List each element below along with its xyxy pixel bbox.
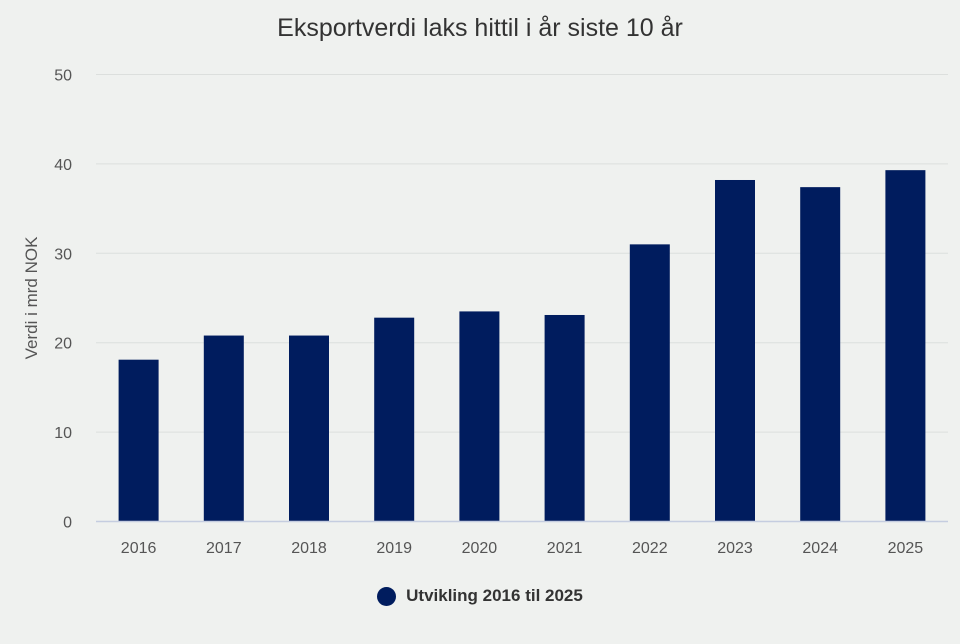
legend-marker [377, 586, 397, 606]
x-tick-label: 2023 [717, 540, 753, 557]
bar[interactable] [203, 335, 244, 522]
x-tick-label: 2020 [462, 540, 498, 557]
bar[interactable] [885, 170, 926, 522]
bar[interactable] [800, 187, 841, 522]
bar[interactable] [118, 359, 159, 522]
bar[interactable] [715, 179, 755, 522]
y-tick-label: 40 [54, 157, 72, 174]
y-tick-label: 30 [54, 246, 72, 263]
bar[interactable] [289, 335, 329, 522]
chart-title: Eksportverdi laks hittil i år siste 10 å… [277, 14, 683, 42]
bar[interactable] [629, 244, 670, 522]
bar[interactable] [459, 311, 500, 522]
y-tick-label: 50 [54, 68, 72, 85]
x-tick-label: 2019 [376, 540, 412, 557]
x-tick-label: 2024 [802, 540, 838, 557]
x-tick-label: 2025 [888, 540, 924, 557]
bar[interactable] [544, 314, 585, 522]
x-tick-label: 2018 [291, 540, 327, 557]
x-tick-label: 2017 [206, 540, 242, 557]
y-tick-label: 0 [63, 515, 72, 532]
x-tick-label: 2021 [547, 540, 583, 557]
x-tick-label: 2022 [632, 540, 668, 557]
y-tick-label: 10 [54, 425, 72, 442]
x-tick-label: 2016 [121, 540, 157, 557]
y-axis-label: Verdi i mrd NOK [22, 236, 41, 359]
legend-label: Utvikling 2016 til 2025 [406, 586, 583, 605]
legend[interactable]: Utvikling 2016 til 2025 [0, 586, 960, 606]
y-tick-label: 20 [54, 336, 72, 353]
bar[interactable] [374, 317, 415, 522]
